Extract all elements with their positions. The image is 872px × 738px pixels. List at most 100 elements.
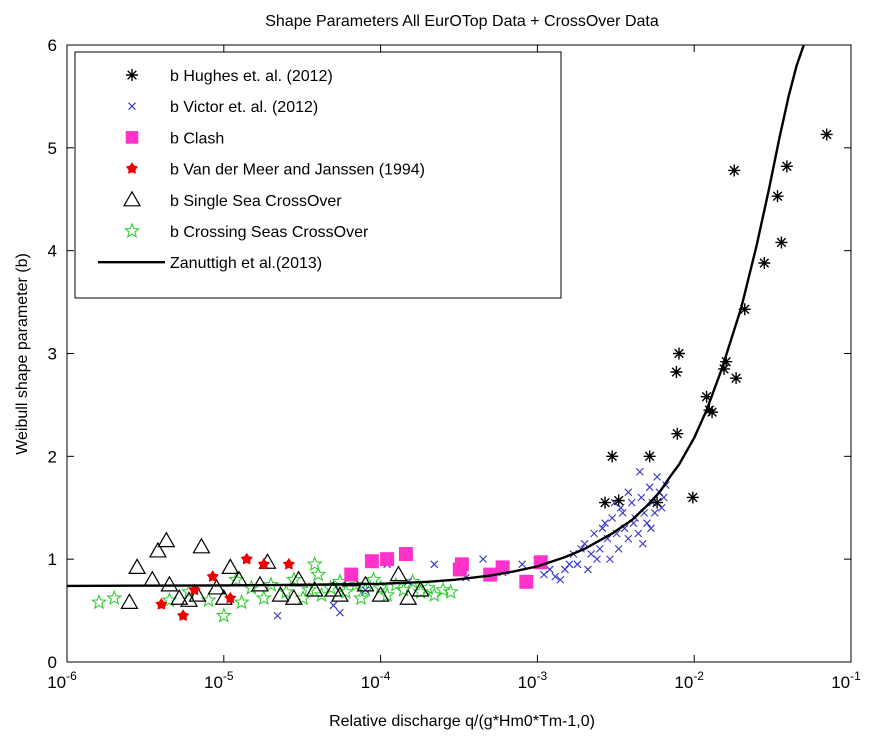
data-point: [179, 591, 199, 607]
data-point: [637, 493, 646, 502]
legend-label: b Crossing Seas CrossOver: [170, 224, 369, 241]
data-point: [305, 580, 324, 597]
data-point: [434, 581, 452, 597]
data-point: [160, 575, 179, 592]
data-point: [148, 541, 167, 558]
y-tick-label: 2: [48, 447, 57, 466]
data-point: [330, 585, 349, 602]
data-point: [565, 560, 574, 569]
y-tick-label: 1: [48, 550, 57, 569]
data-point: [771, 190, 784, 203]
y-axis-label: Weibull shape parameter (b): [14, 253, 31, 455]
y-tick-label: 6: [48, 36, 57, 55]
data-point: [157, 531, 176, 548]
data-point: [454, 557, 469, 572]
data-point: [273, 611, 282, 620]
data-point: [673, 347, 686, 360]
data-point: [224, 591, 237, 604]
data-point: [518, 560, 527, 569]
data-point: [728, 164, 741, 177]
data-point: [120, 593, 139, 609]
data-point: [228, 571, 245, 587]
data-point: [595, 544, 604, 553]
data-point: [155, 597, 168, 610]
x-tick-label: 10-4: [361, 669, 391, 692]
data-point: [670, 366, 683, 379]
data-point: [278, 583, 295, 599]
data-point: [207, 578, 226, 595]
data-point: [601, 519, 609, 528]
data-point: [357, 581, 374, 597]
legend-marker: [125, 131, 139, 144]
data-point: [686, 491, 699, 504]
data-point: [188, 583, 201, 596]
data-point: [758, 257, 771, 270]
fit-curve-line: [66, 44, 805, 588]
data-point: [587, 550, 595, 558]
data-point: [371, 585, 390, 602]
x-tick-label: 10-5: [204, 669, 234, 692]
data-point: [310, 566, 327, 582]
data-point: [820, 128, 833, 141]
data-point: [389, 565, 408, 582]
data-point: [143, 570, 162, 587]
data-point: [262, 576, 280, 592]
data-point: [329, 601, 338, 610]
legend: b Hughes et. al. (2012) b Victor et. al. …: [74, 51, 562, 299]
data-point: [404, 573, 421, 589]
plot-marks: [66, 44, 833, 623]
data-point: [706, 406, 719, 419]
data-point: [650, 509, 659, 517]
data-point: [593, 555, 601, 564]
legend-marker: [128, 102, 136, 111]
data-point: [618, 509, 627, 517]
data-point: [200, 591, 217, 608]
legend-marker: [126, 69, 138, 81]
data-point: [635, 467, 644, 476]
data-point: [671, 427, 684, 440]
data-point: [624, 534, 633, 543]
x-axis-label: Relative discharge q/(g*Hm0*Tm-1,0): [329, 713, 595, 730]
data-point: [399, 589, 418, 605]
data-point: [519, 574, 534, 589]
data-point: [372, 579, 389, 595]
data-point: [176, 609, 190, 621]
data-point: [738, 303, 751, 316]
data-point: [284, 589, 303, 605]
data-point: [624, 488, 633, 497]
data-point: [430, 560, 439, 569]
data-point: [614, 544, 623, 553]
legend-label: b Van der Meer and Janssen (1994): [170, 162, 425, 179]
data-point: [364, 554, 379, 569]
data-point: [336, 608, 344, 617]
data-point: [730, 372, 743, 385]
data-point: [271, 585, 290, 602]
y-tick-label: 0: [48, 653, 57, 672]
data-point: [250, 575, 269, 592]
data-point: [540, 570, 548, 579]
data-point: [352, 589, 370, 606]
data-point: [643, 450, 656, 463]
data-point: [192, 537, 211, 554]
data-point: [643, 519, 651, 528]
legend-label: b Clash: [170, 130, 224, 147]
chart-title: Shape Parameters All EurOTop Data + Cros…: [265, 13, 659, 30]
data-point: [573, 560, 582, 569]
data-point: [556, 575, 565, 584]
x-tick-label: 10-1: [831, 669, 861, 692]
x-tick-label: 10-6: [47, 669, 77, 692]
legend-marker: [122, 190, 142, 207]
data-point: [634, 529, 643, 538]
data-point: [365, 571, 382, 587]
data-point: [442, 583, 459, 599]
data-point: [700, 390, 713, 403]
data-point: [659, 493, 668, 502]
axis-ticks: 10-6 10-5 10-4 10-3 10-2 10-1 0 1 2 3 4 5 6: [47, 36, 861, 692]
y-tick-label: 4: [48, 242, 57, 261]
data-point: [590, 529, 599, 538]
legend-label: b Hughes et. al. (2012): [170, 68, 333, 85]
data-point: [718, 362, 731, 375]
data-point: [411, 580, 430, 597]
x-tick-label: 10-2: [674, 669, 704, 692]
